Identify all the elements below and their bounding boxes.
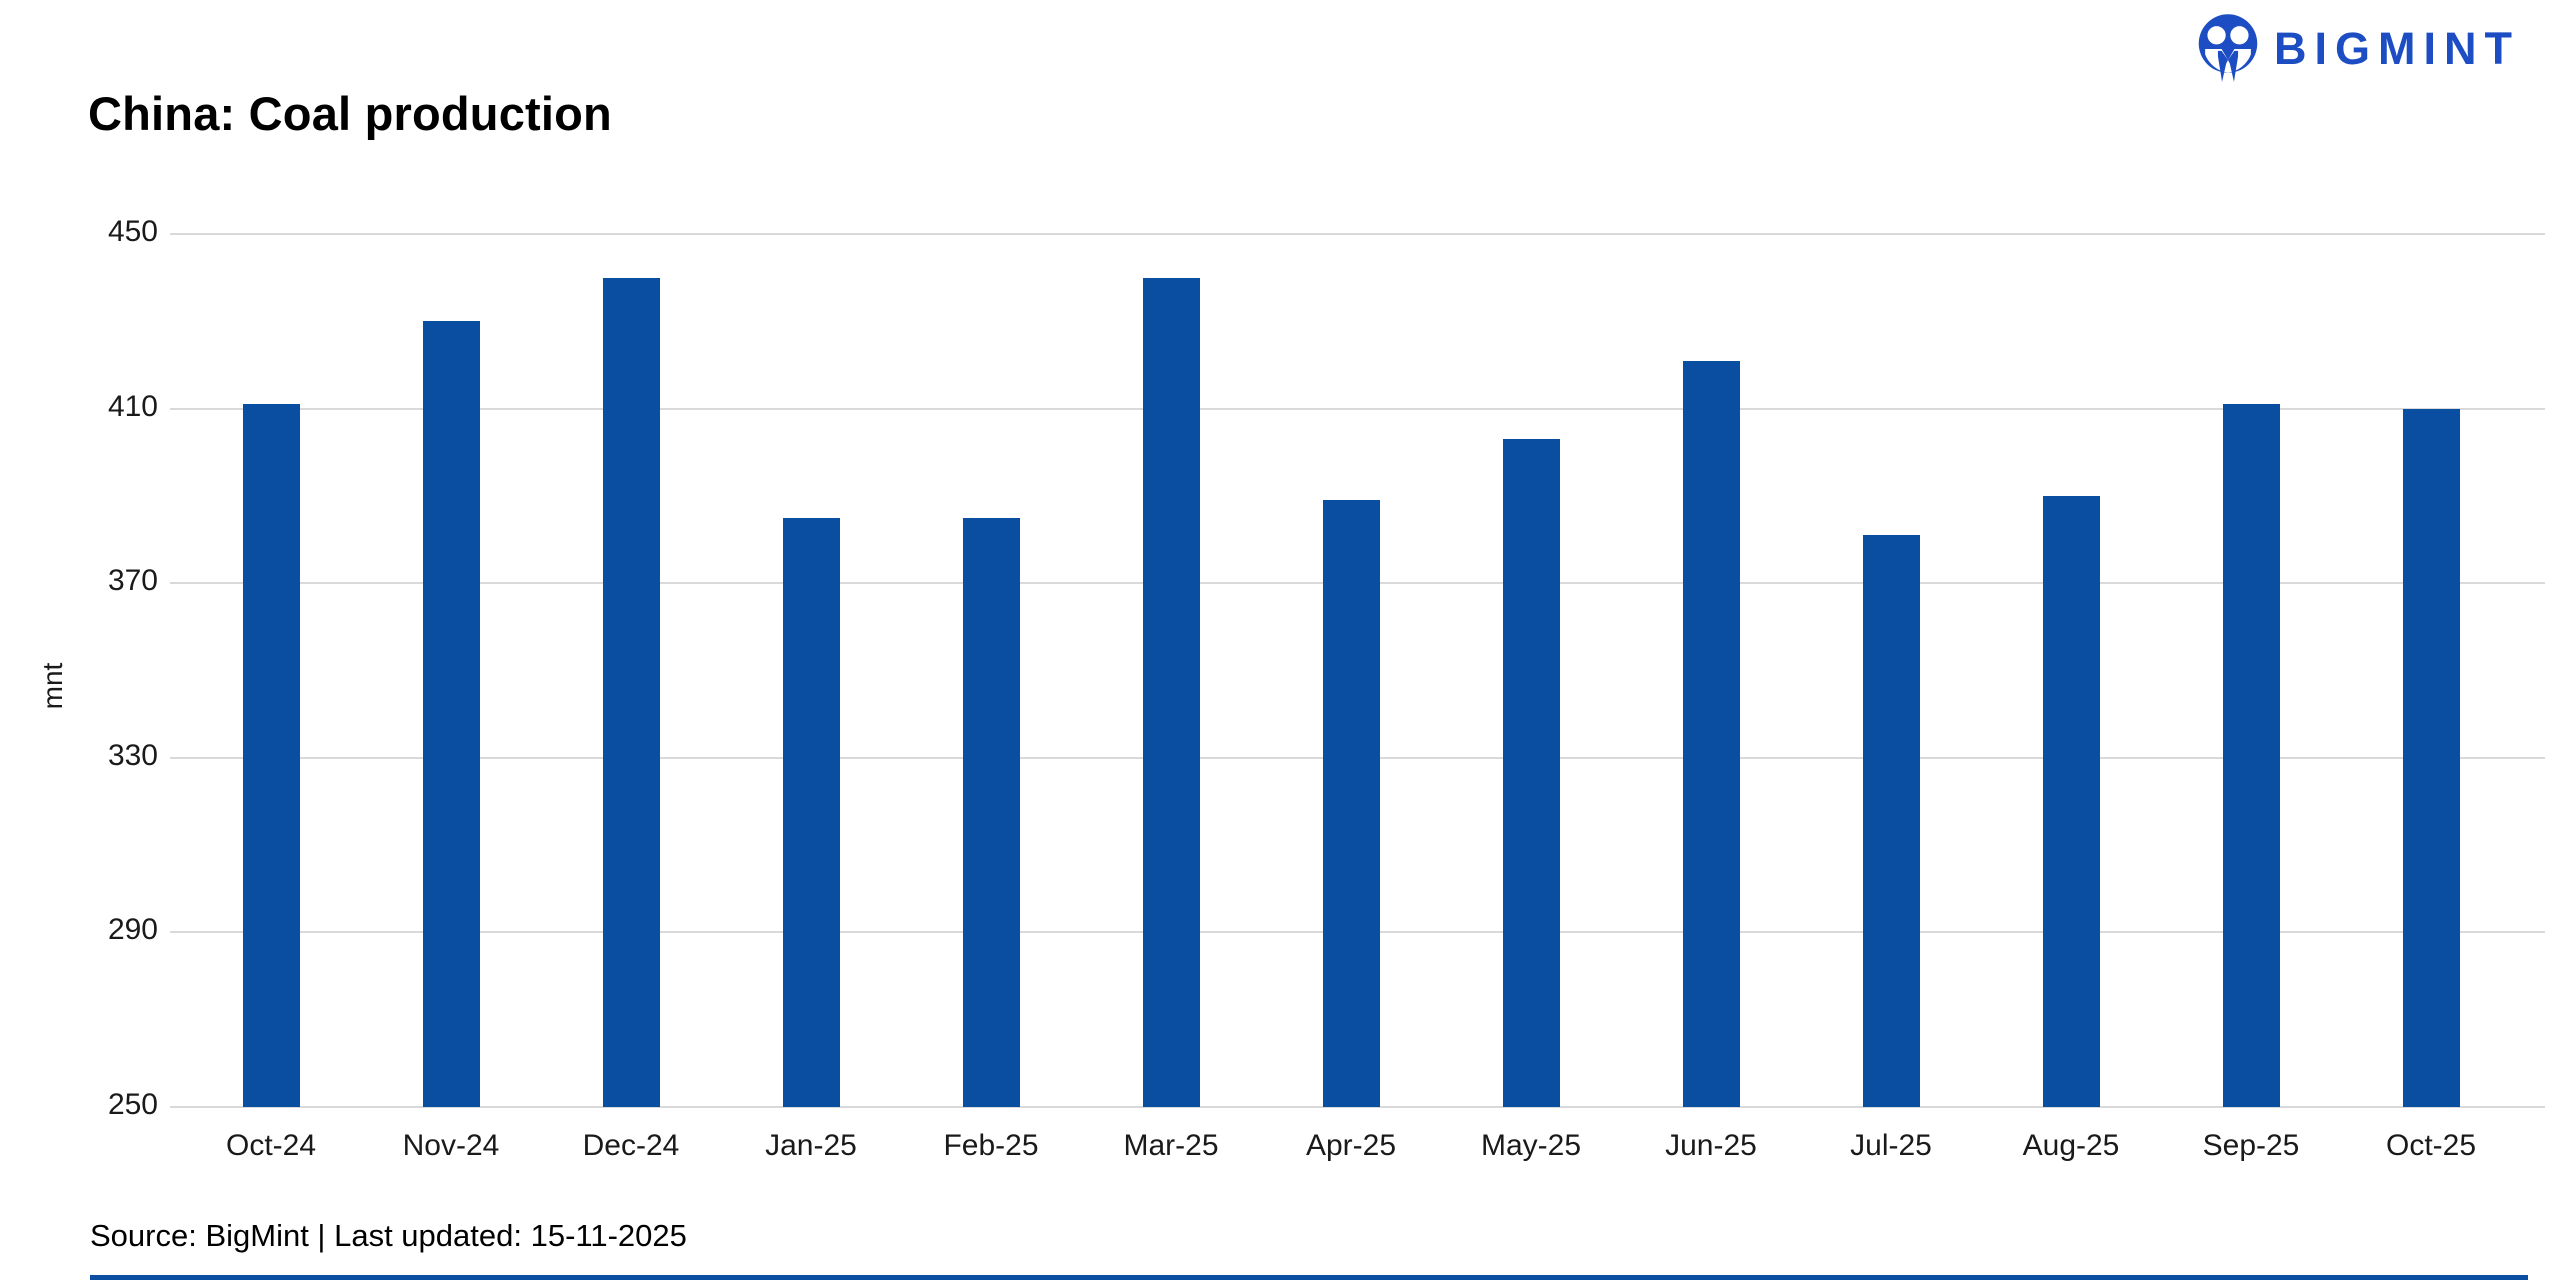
bigmint-logo-text: BIGMINT [2274, 23, 2520, 74]
bar-Jan-25 [782, 517, 840, 1107]
x-tick-label-Oct-25: Oct-25 [2385, 1129, 2477, 1162]
bar-Nov-24 [422, 321, 480, 1107]
bar-Sep-25 [2222, 404, 2280, 1107]
y-tick-label-290: 290 [107, 913, 158, 947]
bar-Feb-25 [962, 517, 1020, 1107]
x-tick-label-Apr-25: Apr-25 [1305, 1129, 1397, 1162]
x-tick-label-Mar-25: Mar-25 [1123, 1129, 1219, 1162]
gridline-410 [170, 407, 2545, 410]
x-tick-label-Dec-24: Dec-24 [582, 1129, 680, 1162]
y-tick-label-410: 410 [107, 389, 158, 423]
bar-Oct-25 [2402, 408, 2460, 1107]
bar-Jul-25 [1862, 535, 1920, 1107]
y-axis-label: mnt [37, 662, 68, 710]
bigmint-logo-icon [2196, 12, 2260, 86]
bigmint-logo[interactable]: BIGMINT [2196, 12, 2520, 86]
chart-title: China: Coal production [88, 87, 612, 140]
x-tick-label-Feb-25: Feb-25 [943, 1129, 1039, 1162]
x-tick-label-Sep-25: Sep-25 [2202, 1129, 2300, 1162]
bar-May-25 [1502, 439, 1560, 1107]
gridline-250 [170, 1106, 2545, 1108]
x-tick-label-Oct-24: Oct-24 [225, 1129, 317, 1162]
bar-Jun-25 [1682, 360, 1740, 1107]
x-tick-label-May-25: May-25 [1480, 1129, 1582, 1162]
y-tick-label-250: 250 [107, 1088, 158, 1121]
y-tick-label-450: 450 [107, 215, 158, 248]
x-tick-label-Aug-25: Aug-25 [2022, 1129, 2120, 1162]
x-tick-label-Jun-25: Jun-25 [1665, 1129, 1757, 1162]
bar-Dec-24 [602, 277, 660, 1107]
x-tick-label-Nov-24: Nov-24 [402, 1129, 500, 1162]
y-tick-label-370: 370 [107, 564, 158, 598]
gridline-450 [170, 233, 2545, 235]
bar-Aug-25 [2042, 495, 2100, 1107]
x-tick-label-Jul-25: Jul-25 [1850, 1129, 1932, 1162]
footer-accent-rule [90, 1275, 2528, 1280]
bar-Mar-25 [1142, 277, 1200, 1107]
x-tick-label-Jan-25: Jan-25 [765, 1129, 857, 1162]
source-caption: Source: BigMint | Last updated: 15-11-20… [90, 1218, 687, 1253]
y-tick-label-330: 330 [107, 738, 158, 772]
bar-Oct-24 [242, 404, 300, 1107]
bar-Apr-25 [1322, 500, 1380, 1107]
